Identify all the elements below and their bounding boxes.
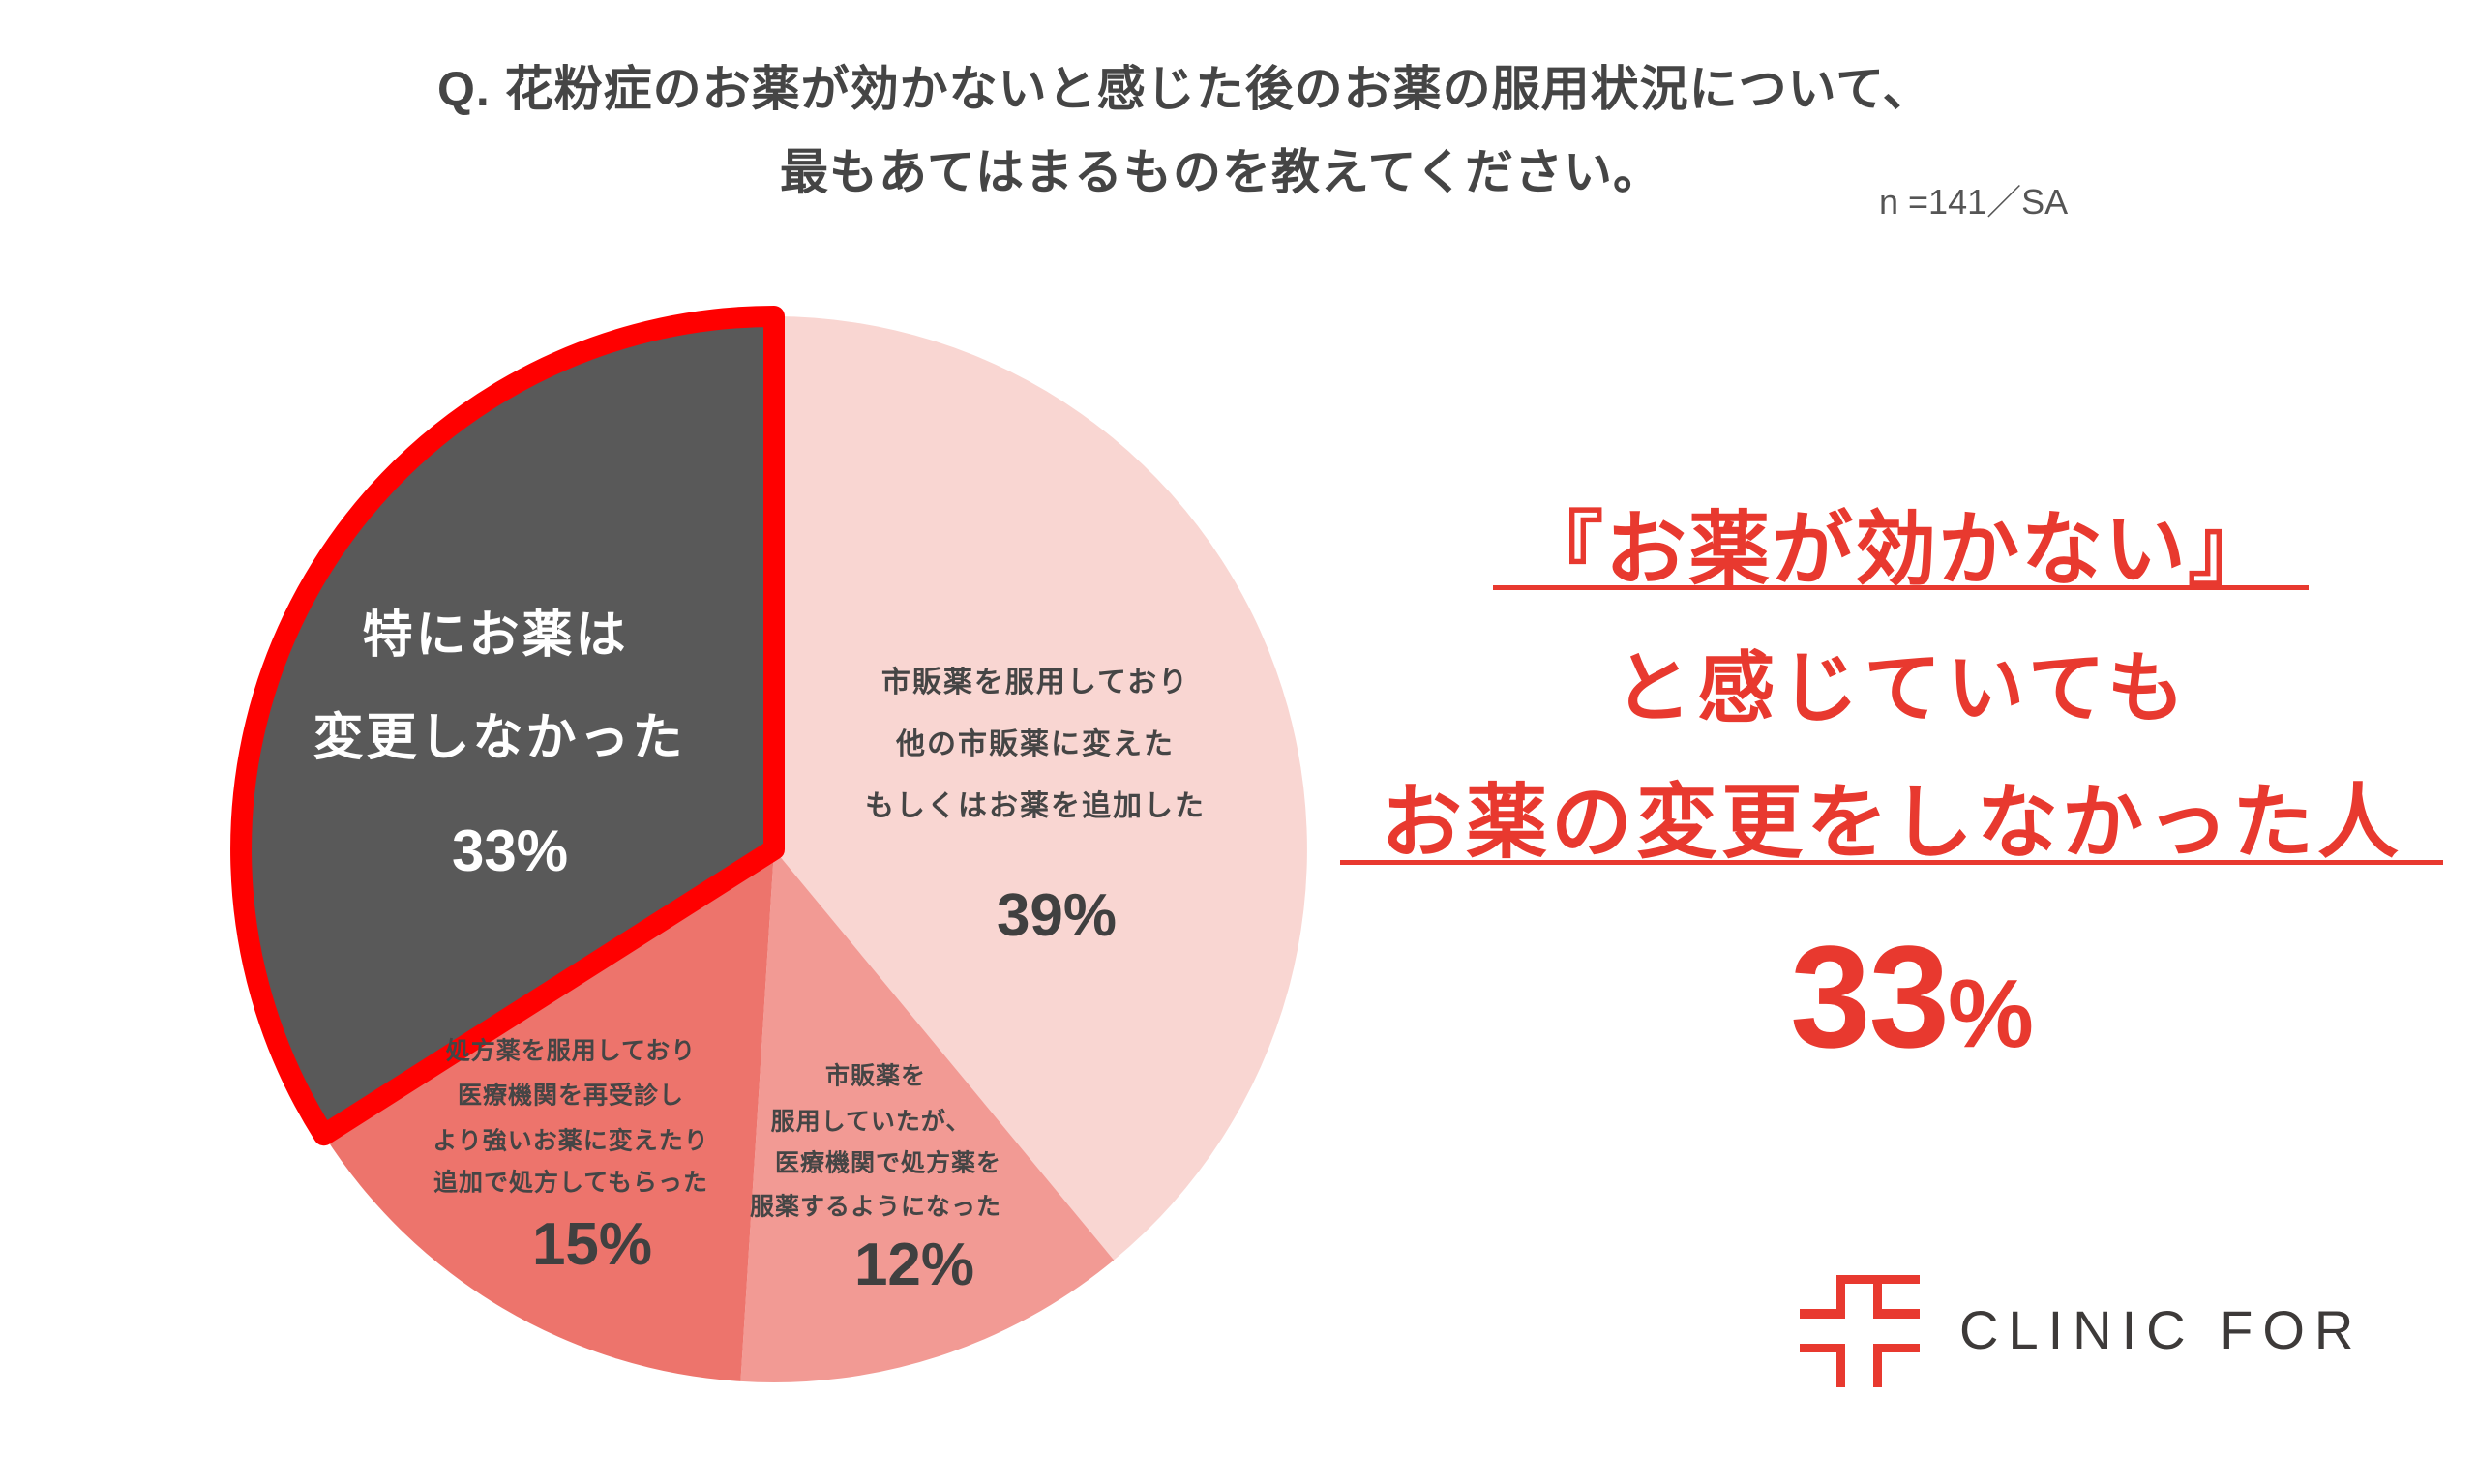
callout-value-unit: % [1947,960,2034,1068]
slice-prescription-revisit [323,849,774,1381]
question-title-line2: 最もあてはまるものを教えてください。 [780,145,1662,199]
slice-percent-prescription-revisit: 15% [531,1211,653,1278]
slice-otc-switched [774,316,1307,1261]
callout-line3: お薬の変更をしなかった人 [1380,777,2403,868]
slice-label-otc-switched-line3: もしくはお薬を追加した [865,790,1206,822]
question-title-line1: Q. 花粉症のお薬が効かないと感じた後のお薬の服用状況について、 [437,62,1932,116]
callout-line3-underline [1340,860,2443,865]
callout-line1-underline [1493,585,2309,590]
slice-label-prescription-revisit-line2: 医療機関を再受診し [457,1082,685,1110]
slice-label-no-change-line2: 変更しなかった [313,710,686,766]
slice-label-otc-switched-line1: 市販薬を服用しており [880,667,1190,698]
callout-value: 33% [1790,924,2034,1069]
callout-value-number: 33 [1790,915,1950,1078]
slice-label-no-change-line1: 特にお薬は [362,608,629,664]
callout-line2: と感じていても [1614,645,2191,731]
brand-logo-text: CLINIC FOR [1959,1299,2364,1360]
slice-label-prescription-revisit-line1: 処方薬を服用しており [445,1037,697,1065]
slice-label-otc-to-prescription-line4: 服薬するようになった [749,1193,1002,1221]
medical-cross-icon [1800,1275,1920,1387]
slice-otc-to-prescription [740,849,1115,1382]
slice-label-otc-switched-line2: 他の市販薬に変えた [896,728,1175,760]
slice-percent-otc-switched: 39% [996,882,1118,949]
slice-label-otc-to-prescription-line1: 市販薬を [824,1062,927,1090]
slice-label-otc-to-prescription-line3: 医療機関で処方薬を [774,1149,1002,1177]
slice-label-otc-to-prescription-line2: 服用していたが、 [770,1108,971,1136]
slice-label-prescription-revisit-line4: 追加で処方してもらった [433,1169,709,1197]
slice-percent-otc-to-prescription: 12% [853,1232,975,1298]
slice-label-prescription-revisit-line3: より強いお薬に変えたり [433,1127,709,1155]
slice-percent-no-change: 33% [451,818,569,883]
callout-line1: 『お薬が効かない』 [1521,504,2272,595]
sample-size-label: n =141／SA [1879,182,2069,222]
slice-no-change [230,306,785,1146]
